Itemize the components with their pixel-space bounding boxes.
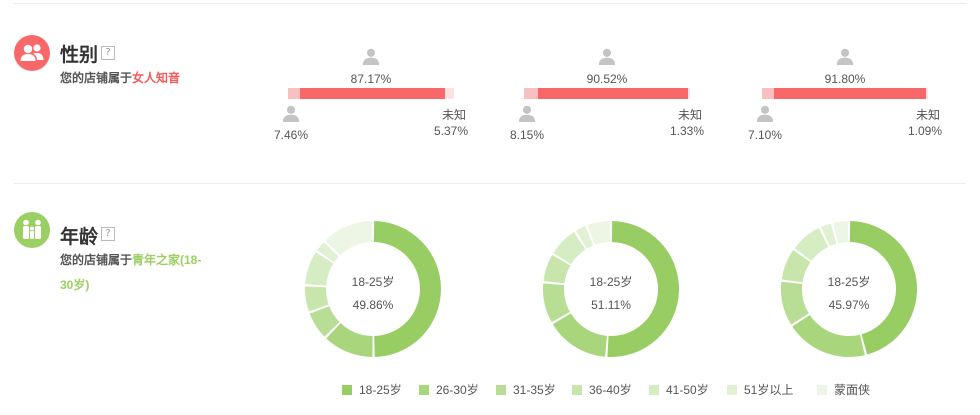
question-icon[interactable]: ? (101, 227, 115, 241)
female-person-icon (836, 48, 854, 65)
donut-slice-26-30岁[interactable] (792, 314, 865, 357)
gender-bar (762, 88, 928, 99)
age-desc-highlight-1: 青年之家(18- (132, 253, 202, 267)
donut-slice-31-35岁[interactable] (543, 283, 570, 323)
gender-description: 您的店铺属于女人知音 (60, 66, 180, 91)
legend-swatch (572, 385, 582, 395)
legend-label: 26-30岁 (436, 383, 479, 397)
donut-slice-36-40岁[interactable] (543, 255, 571, 284)
legend-label: 31-35岁 (513, 383, 556, 397)
unknown-label: 未知 (441, 108, 466, 122)
gender-title: 性别 (60, 45, 99, 66)
female-percentage: 90.52% (586, 72, 628, 86)
donut-slice-36-40岁[interactable] (305, 286, 329, 312)
legend-label: 36-40岁 (589, 383, 632, 397)
donut-slice-51岁以上[interactable] (317, 242, 339, 263)
unknown-bar-segment (445, 88, 454, 99)
donut-slice-18-25岁[interactable] (849, 221, 917, 355)
legend-swatch (649, 385, 659, 395)
male-percentage: 7.10% (748, 128, 783, 142)
donut-slice-36-40岁[interactable] (781, 250, 811, 283)
donut-slice-18-25岁[interactable] (373, 221, 441, 357)
users-icon (14, 35, 50, 71)
male-person-icon (518, 105, 536, 122)
top-divider (14, 3, 966, 4)
age-donut-chart (543, 221, 679, 357)
legend-swatch (496, 385, 506, 395)
age-description: 您的店铺属于青年之家(18- 30岁) (60, 248, 210, 298)
age-donut-chart (781, 221, 917, 357)
unknown-percentage: 5.37% (433, 124, 468, 138)
section-divider (14, 183, 966, 184)
legend-label: 51岁以上 (744, 383, 794, 397)
male-person-icon (282, 105, 300, 122)
unknown-percentage: 1.33% (669, 124, 704, 138)
donut-slice-41-50岁[interactable] (794, 228, 829, 261)
donut-center-label: 18-25岁 (827, 275, 871, 289)
legend-swatch (419, 385, 429, 395)
donut-slice-51岁以上[interactable] (575, 226, 594, 249)
donut-center-value: 51.11% (591, 298, 631, 312)
gender-bar (524, 88, 690, 99)
legend-label: 41-50岁 (666, 383, 709, 397)
age-desc-highlight-2: 30岁) (60, 278, 90, 292)
female-percentage: 91.80% (824, 72, 866, 86)
age-donut-chart (305, 221, 441, 357)
male-person-icon (756, 105, 774, 122)
legend-swatch (727, 385, 737, 395)
donut-slice-41-50岁[interactable] (553, 231, 586, 265)
donut-center-label: 18-25岁 (589, 275, 633, 289)
donut-center-value: 45.97% (828, 298, 870, 312)
gender-bar (288, 88, 454, 99)
female-person-icon (362, 48, 380, 65)
question-icon[interactable]: ? (101, 46, 115, 60)
donut-center-value: 49.86% (352, 298, 394, 312)
female-bar-segment (300, 88, 446, 99)
age-title: 年龄 (60, 227, 99, 248)
male-bar-segment (524, 88, 538, 99)
donut-slice-51岁以上[interactable] (821, 223, 837, 247)
donut-slice-蒙面侠[interactable] (833, 221, 849, 244)
unknown-label: 未知 (677, 108, 702, 122)
female-bar-segment (537, 88, 688, 99)
donut-slice-蒙面侠[interactable] (325, 221, 373, 256)
donut-slice-41-50岁[interactable] (305, 252, 334, 286)
male-bar-segment (762, 88, 774, 99)
unknown-percentage: 1.09% (907, 124, 942, 138)
family-icon (14, 212, 50, 248)
legend-swatch (817, 385, 827, 395)
gender-desc-prefix: 您的店铺属于 (60, 71, 133, 85)
male-percentage: 7.46% (274, 128, 309, 142)
donut-slice-31-35岁[interactable] (781, 281, 809, 325)
female-percentage: 87.17% (350, 72, 392, 86)
unknown-bar-segment (687, 88, 690, 99)
donut-center-label: 18-25岁 (351, 275, 395, 289)
unknown-label: 未知 (915, 108, 940, 122)
male-bar-segment (288, 88, 301, 99)
age-desc-prefix: 您的店铺属于 (60, 253, 133, 267)
legend-label: 蒙面侠 (834, 383, 871, 397)
unknown-bar-segment (926, 88, 928, 99)
donut-slice-18-25岁[interactable] (607, 221, 679, 357)
donut-slice-蒙面侠[interactable] (587, 221, 611, 245)
gender-desc-highlight: 女人知音 (132, 71, 181, 85)
female-person-icon (598, 48, 616, 65)
male-percentage: 8.15% (510, 128, 545, 142)
donut-slice-26-30岁[interactable] (326, 323, 373, 357)
legend-swatch (342, 385, 352, 395)
legend-label: 18-25岁 (359, 383, 402, 397)
female-bar-segment (773, 88, 927, 99)
donut-slice-26-30岁[interactable] (552, 313, 607, 357)
donut-slice-31-35岁[interactable] (309, 306, 340, 337)
